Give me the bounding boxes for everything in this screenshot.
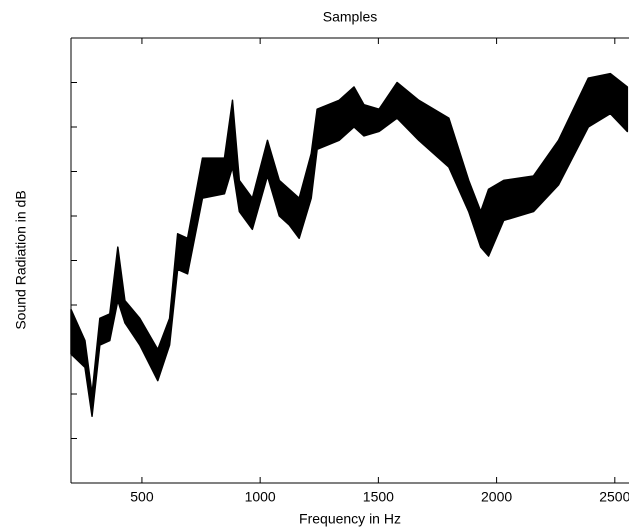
x-tick-label: 500 [130,489,154,505]
x-tick-label: 2000 [481,489,512,505]
x-tick-label: 1000 [245,489,276,505]
y-axis-label: Sound Radiation in dB [13,190,29,329]
x-axis-label: Frequency in Hz [299,511,401,527]
x-tick-label: 1500 [363,489,394,505]
chart-title: Samples [323,9,377,25]
x-tick-label: 2500 [599,489,629,505]
sample-band [70,72,629,417]
